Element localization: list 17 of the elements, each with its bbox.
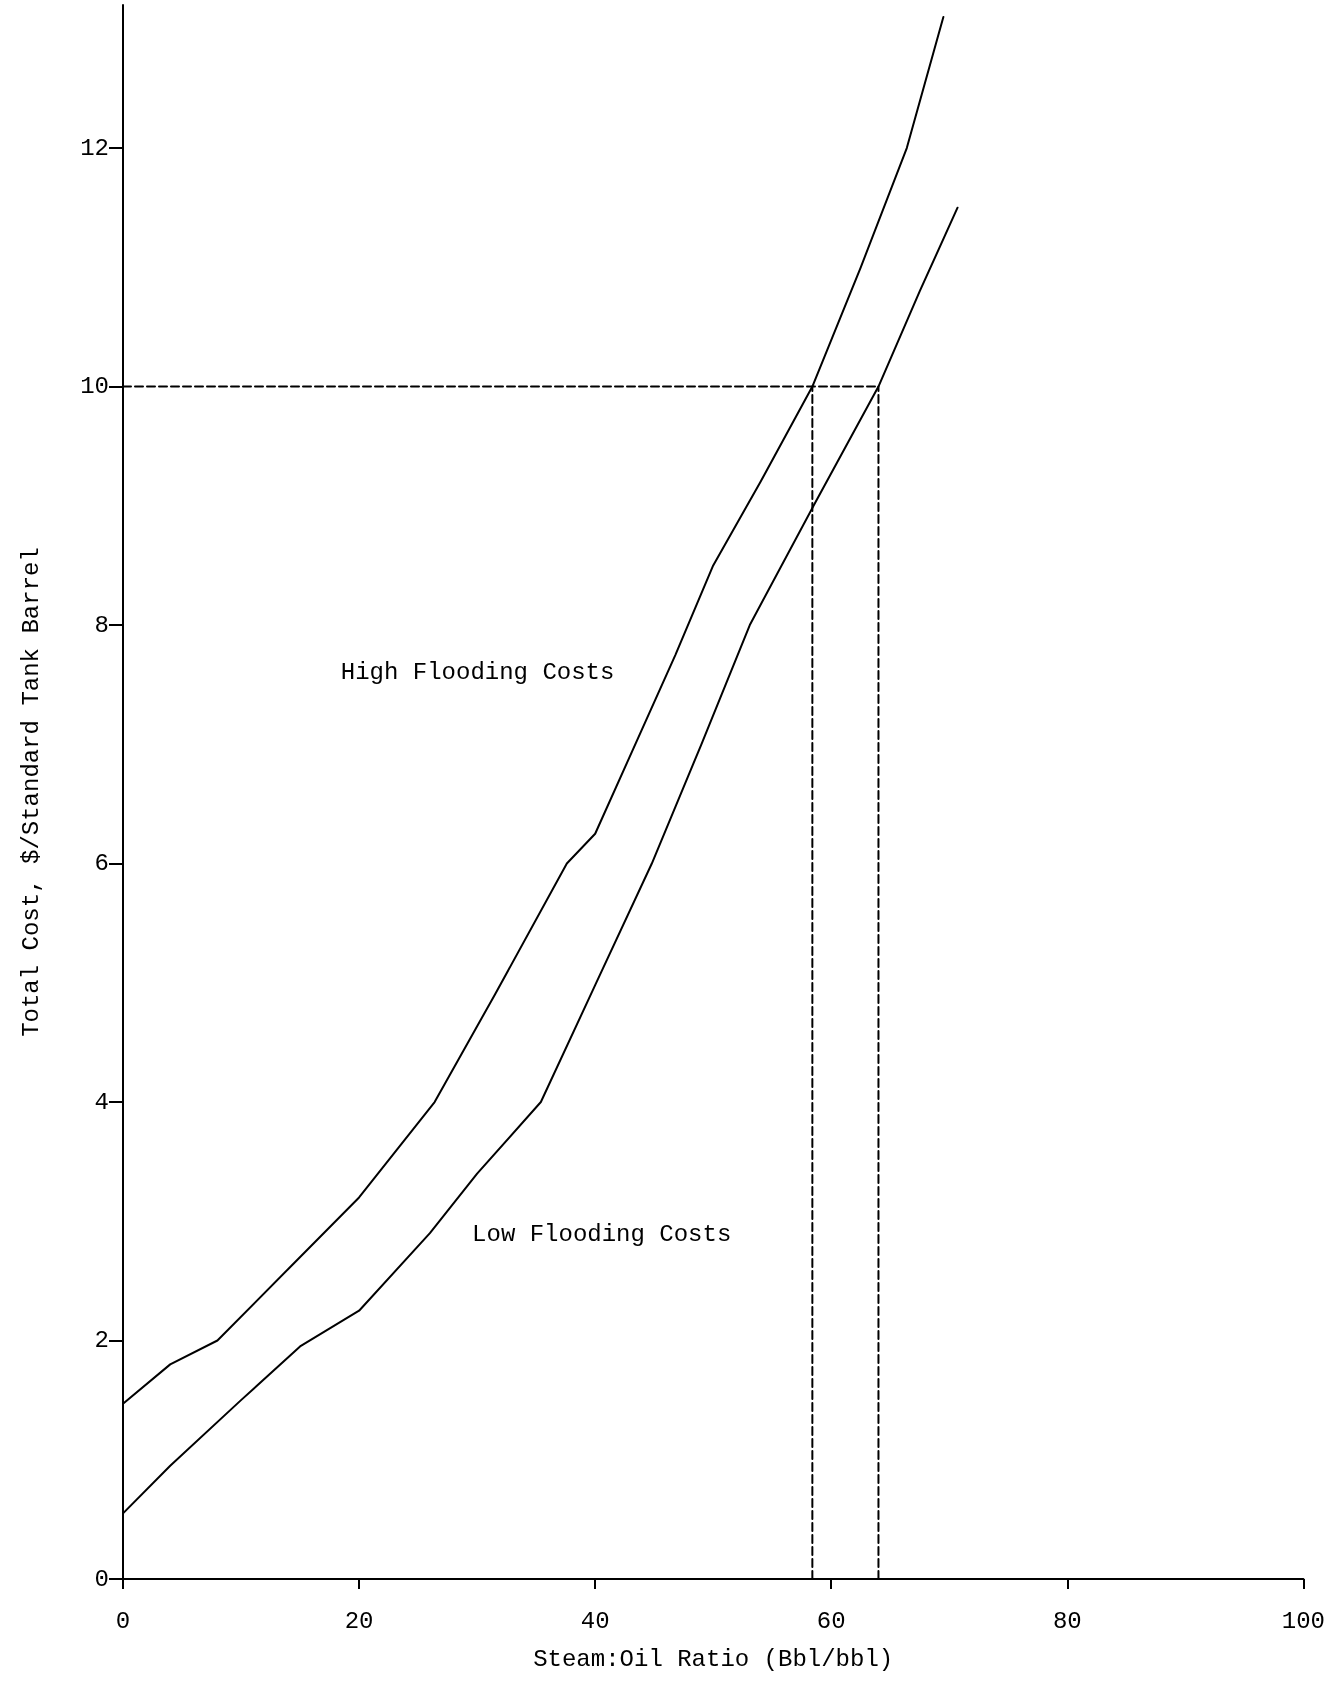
y-tick-label: 8 [94,611,109,639]
x-tick-label: 80 [1052,1607,1082,1635]
x-tick-label: 60 [816,1607,846,1635]
y-tick-label: 4 [94,1088,109,1116]
y-axis-title: Total Cost, $/Standard Tank Barrel [17,547,45,1037]
y-tick-label: 0 [94,1565,109,1593]
y-tick-label: 2 [94,1327,109,1355]
y-tick-label: 12 [80,134,109,162]
x-tick-label: 40 [580,1607,610,1635]
annotation: Low Flooding Costs [472,1220,732,1248]
annotation: High Flooding Costs [340,658,615,686]
x-tick-label: 0 [115,1607,131,1635]
y-tick-label: 6 [94,850,109,878]
x-axis-title: Steam:Oil Ratio (Bbl/bbl) [533,1645,894,1673]
y-tick-label: 10 [80,373,109,401]
x-tick-label: 20 [344,1607,374,1635]
x-tick-label: 100 [1281,1607,1326,1635]
